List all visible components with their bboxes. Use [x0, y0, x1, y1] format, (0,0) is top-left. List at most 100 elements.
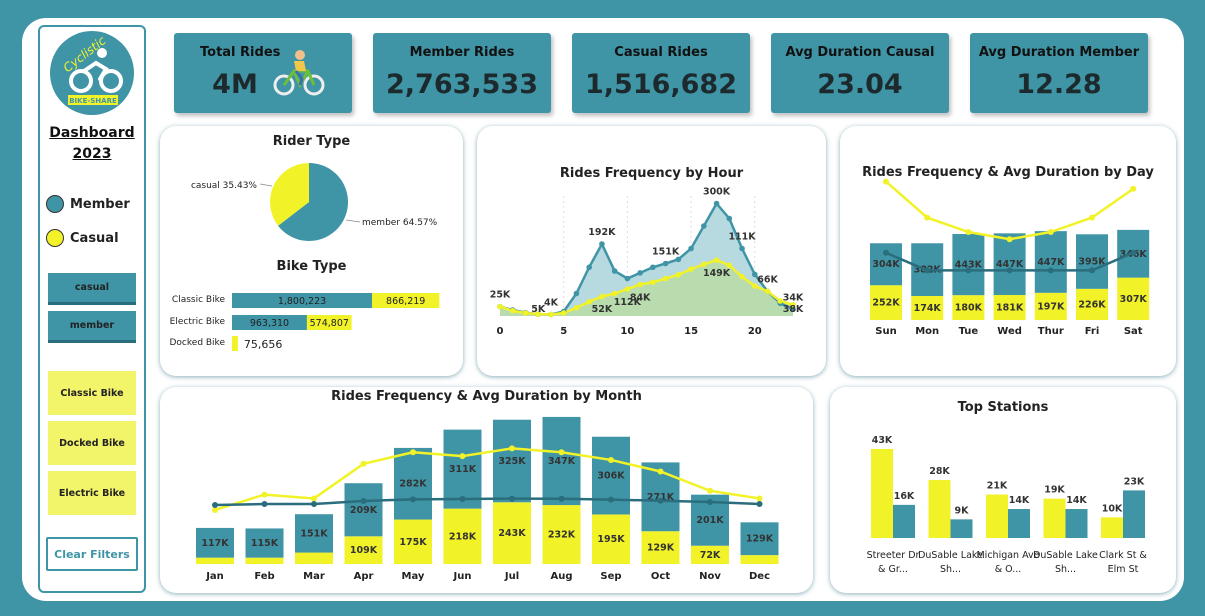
month-xtick: May [402, 571, 425, 582]
month-casual-duration-point [558, 449, 565, 456]
hour-casual-label: 84K [630, 293, 651, 304]
bike-type-value: 574,807 [310, 318, 349, 329]
kpi-casual-rides-value: 1,516,682 [584, 69, 738, 100]
day-member-bar [993, 233, 1026, 296]
month-member-label: 151K [300, 528, 328, 539]
top-stations-title: Top Stations [957, 400, 1049, 415]
top-stations-bar-chart: 43K 16K Streeter Dr & Gr... 28K 9K DuSable Lak… [867, 435, 1148, 575]
hour-casual-point [586, 298, 592, 305]
hour-member-label: 25K [490, 290, 511, 301]
month-casual-duration-point [212, 507, 218, 513]
hour-member-label: 151K [652, 247, 680, 258]
hour-member-point [701, 223, 707, 229]
month-member-label: 306K [597, 471, 625, 482]
kpi-avg-duration-member: Avg Duration Member 12.28 [970, 33, 1148, 113]
hour-member-point [739, 245, 745, 252]
rider-type-pie-chart: member 64.57% casual 35.43% Classic Bike 1,… [170, 163, 440, 351]
day-casual-bar [1117, 277, 1150, 320]
month-casual-bar [493, 502, 531, 564]
day-panel: Rides Frequency & Avg Duration by Day 30… [840, 126, 1176, 376]
day-casual-duration-point [1089, 214, 1095, 221]
hour-casual-point [688, 266, 694, 272]
month-casual-label: 72K [700, 550, 721, 561]
station-casual-label: 19K [1044, 485, 1065, 496]
hour-casual-point [777, 298, 784, 304]
day-member-label: 447K [1037, 257, 1065, 268]
hour-xtick: 0 [497, 326, 504, 337]
day-member-bar [1076, 234, 1108, 289]
month-casual-duration-point [261, 491, 268, 498]
slicer-classic-bike[interactable]: Classic Bike [48, 371, 136, 415]
rider-type-title: Rider Type [272, 134, 351, 149]
hour-casual-label: 149K [703, 268, 731, 279]
day-casual-label: 180K [955, 303, 983, 314]
station-casual-label: 21K [987, 481, 1008, 492]
month-casual-label: 218K [449, 531, 477, 542]
hour-casual-point [764, 288, 771, 295]
day-casual-duration-point [1006, 236, 1013, 243]
station-name-line2: & O... [995, 564, 1022, 575]
month-member-label: 117K [201, 538, 229, 549]
day-casual-bar [1076, 288, 1108, 320]
kpi-avg-duration-casual-value: 23.04 [817, 69, 903, 100]
clear-filters-button[interactable]: Clear Filters [46, 537, 138, 571]
kpi-casual-rides-label: Casual Rides [614, 45, 708, 60]
legend-member: Member [46, 195, 130, 213]
slicer-electric-bike[interactable]: Electric Bike [48, 471, 136, 515]
day-member-label: 447K [996, 259, 1024, 270]
station-member-label: 16K [894, 491, 915, 502]
day-casual-duration-point [924, 214, 931, 221]
day-member-duration-point [1130, 249, 1137, 256]
hour-member-point [586, 264, 592, 271]
hour-member-label: 111K [728, 232, 756, 243]
day-member-label: 443K [955, 260, 983, 271]
rider-bike-type-panel: Rider Type Bike Type member 64.57% casual… [160, 126, 463, 376]
month-member-bar [443, 429, 482, 509]
month-member-label: 325K [498, 456, 526, 467]
slicer-member[interactable]: member [48, 311, 136, 343]
slicer-docked-bike[interactable]: Docked Bike [48, 421, 136, 465]
slicer-casual[interactable]: casual [48, 273, 136, 305]
month-casual-label: 129K [647, 543, 675, 554]
month-member-label: 311K [449, 464, 477, 475]
hour-member-point [790, 306, 796, 313]
station-name-line2: Sh... [940, 564, 961, 575]
hour-casual-label: 112K [614, 297, 642, 308]
kpi-total-rides: Total Rides 4M [174, 33, 352, 113]
month-member-duration-point [558, 495, 565, 502]
month-member-duration-point [410, 496, 416, 503]
station-member-bar [1065, 509, 1088, 538]
month-member-bar [493, 419, 531, 503]
month-member-duration-point [311, 501, 317, 507]
bike-type-bar [232, 336, 238, 351]
cyclistic-logo: Cyclistic BIKE-SHARE [50, 31, 134, 115]
hour-casual-point [599, 293, 605, 300]
month-casual-label: 243K [498, 528, 526, 539]
month-casual-duration-point [509, 445, 515, 452]
hour-casual-label: 52K [592, 304, 613, 315]
bike-type-value: 963,310 [250, 318, 289, 329]
hour-member-point [726, 215, 733, 222]
hour-xtick: 5 [560, 326, 567, 337]
hour-casual-point [624, 286, 631, 292]
station-member-bar [1008, 509, 1030, 538]
month-member-duration-point [707, 499, 713, 505]
month-xtick: Sep [600, 571, 621, 582]
kpi-avg-duration-casual-label: Avg Duration Causal [785, 45, 935, 60]
legend-member-label: Member [70, 196, 130, 212]
hour-casual-point [611, 290, 618, 297]
month-chart-title: Rides Frequency & Avg Duration by Month [331, 389, 642, 404]
station-casual-bar [1101, 517, 1123, 538]
legend-casual-label: Casual [70, 230, 119, 246]
month-xtick: Jun [453, 571, 472, 582]
hour-casual-point [650, 279, 656, 286]
hour-casual-area [500, 260, 793, 316]
hour-chart-title: Rides Frequency by Hour [559, 166, 744, 181]
hour-casual-point [560, 310, 567, 316]
month-casual-duration-point [756, 495, 763, 502]
day-member-duration-point [883, 249, 889, 256]
day-member-duration-point [1006, 267, 1013, 274]
kpi-total-rides-value: 4M [212, 69, 258, 100]
hour-member-point [611, 268, 618, 274]
